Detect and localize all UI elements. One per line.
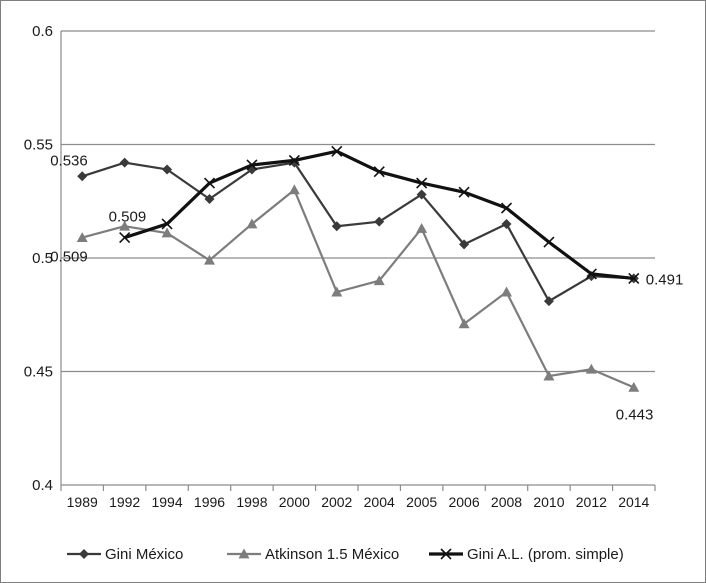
data-point bbox=[203, 177, 216, 189]
data-label: 0.443 bbox=[616, 406, 654, 423]
data-point bbox=[543, 370, 555, 381]
data-point bbox=[416, 189, 427, 200]
y-tick-label: 0.6 bbox=[32, 23, 53, 40]
data-point bbox=[543, 296, 554, 307]
data-point bbox=[374, 216, 385, 227]
data-point bbox=[585, 363, 597, 374]
data-point bbox=[501, 218, 512, 229]
data-point bbox=[500, 202, 513, 214]
x-tick-label: 1994 bbox=[151, 494, 182, 510]
x-tick-label: 1992 bbox=[109, 494, 140, 510]
x-marker-stroke bbox=[543, 236, 555, 248]
y-tick-label: 0.45 bbox=[24, 364, 53, 381]
data-point bbox=[458, 186, 470, 198]
x-tick-label: 2005 bbox=[406, 494, 437, 510]
legend-marker bbox=[238, 548, 250, 559]
data-point bbox=[76, 232, 88, 242]
legend-item: Gini A.L. (prom. simple) bbox=[429, 546, 624, 563]
data-point bbox=[331, 145, 343, 157]
x-tick-label: 1998 bbox=[236, 494, 267, 510]
x-marker-stroke bbox=[161, 218, 173, 230]
data-point bbox=[288, 154, 300, 166]
y-tick-label: 0.4 bbox=[32, 477, 53, 494]
x-tick-label: 1996 bbox=[194, 494, 225, 510]
x-marker-stroke bbox=[440, 548, 452, 560]
data-point bbox=[119, 232, 131, 244]
data-point bbox=[162, 164, 173, 175]
gridlines bbox=[61, 30, 655, 373]
data-label: 0.491 bbox=[646, 271, 684, 288]
data-point bbox=[77, 171, 88, 182]
legend-marker bbox=[79, 549, 89, 559]
series-2 bbox=[119, 145, 640, 284]
x-tick-label: 1989 bbox=[67, 494, 98, 510]
data-label: 0.509 bbox=[50, 249, 88, 266]
data-point bbox=[331, 221, 342, 232]
y-tick-label: 0.5 bbox=[32, 250, 53, 267]
x-marker-stroke bbox=[246, 159, 258, 171]
legend-label: Atkinson 1.5 México bbox=[265, 546, 399, 563]
data-labels: 0.536 0.509 0.509 0.491 0.443 bbox=[50, 152, 683, 423]
data-point bbox=[246, 218, 258, 229]
series-1 bbox=[76, 184, 640, 392]
data-point bbox=[543, 236, 555, 248]
data-point bbox=[416, 177, 428, 189]
data-point bbox=[331, 286, 343, 297]
x-marker-stroke bbox=[373, 166, 385, 178]
x-marker-stroke bbox=[585, 268, 597, 280]
series-line bbox=[124, 149, 634, 281]
y-axis-ticks: 0.4 0.45 0.5 0.55 0.6 bbox=[24, 23, 53, 494]
series-line bbox=[81, 188, 635, 389]
series-group bbox=[76, 145, 640, 392]
data-point bbox=[585, 268, 597, 280]
data-point bbox=[204, 254, 215, 265]
data-point bbox=[373, 166, 385, 178]
x-marker-stroke bbox=[500, 202, 513, 214]
legend-item: Atkinson 1.5 México bbox=[227, 546, 399, 563]
data-point bbox=[458, 318, 470, 329]
legend-label: Gini A.L. (prom. simple) bbox=[467, 546, 624, 563]
x-tick-label: 2000 bbox=[279, 494, 310, 510]
data-label: 0.536 bbox=[50, 152, 88, 169]
legend-marker bbox=[440, 548, 452, 560]
data-point bbox=[161, 227, 173, 238]
x-marker-stroke bbox=[416, 177, 428, 189]
x-tick-label: 2008 bbox=[491, 494, 522, 510]
x-marker-stroke bbox=[119, 232, 131, 244]
x-tick-label: 2012 bbox=[576, 494, 607, 510]
x-tick-label: 2002 bbox=[321, 494, 352, 510]
data-point bbox=[459, 239, 470, 250]
data-point bbox=[119, 220, 131, 231]
x-axis: 1989 1992 1994 1996 1998 2000 2002 2004 2005 2006… bbox=[60, 31, 656, 510]
data-point bbox=[288, 184, 300, 195]
x-marker-stroke bbox=[331, 145, 343, 157]
data-point bbox=[204, 193, 215, 204]
x-marker-stroke bbox=[628, 272, 640, 284]
data-point bbox=[373, 275, 385, 286]
data-point bbox=[628, 272, 640, 284]
data-point bbox=[628, 381, 640, 392]
x-tick-label: 2004 bbox=[364, 494, 395, 510]
data-label: 0.509 bbox=[109, 209, 147, 226]
data-point bbox=[161, 218, 173, 230]
x-tick-label: 2010 bbox=[533, 494, 564, 510]
y-tick-label: 0.55 bbox=[24, 137, 53, 154]
x-marker-stroke bbox=[203, 177, 216, 189]
data-point bbox=[119, 157, 130, 168]
data-point bbox=[246, 159, 258, 171]
series-line bbox=[81, 161, 634, 303]
data-point bbox=[416, 222, 428, 233]
x-tick-label: 2014 bbox=[618, 494, 649, 510]
x-marker-stroke bbox=[288, 154, 300, 166]
x-tick-label: 2006 bbox=[448, 494, 479, 510]
data-point bbox=[501, 286, 512, 297]
legend-item: Gini México bbox=[67, 546, 183, 563]
legend-label: Gini México bbox=[105, 546, 183, 563]
x-marker-stroke bbox=[458, 186, 470, 198]
legend: Gini México Atkinson 1.5 México Gini A.L. … bbox=[67, 546, 624, 563]
